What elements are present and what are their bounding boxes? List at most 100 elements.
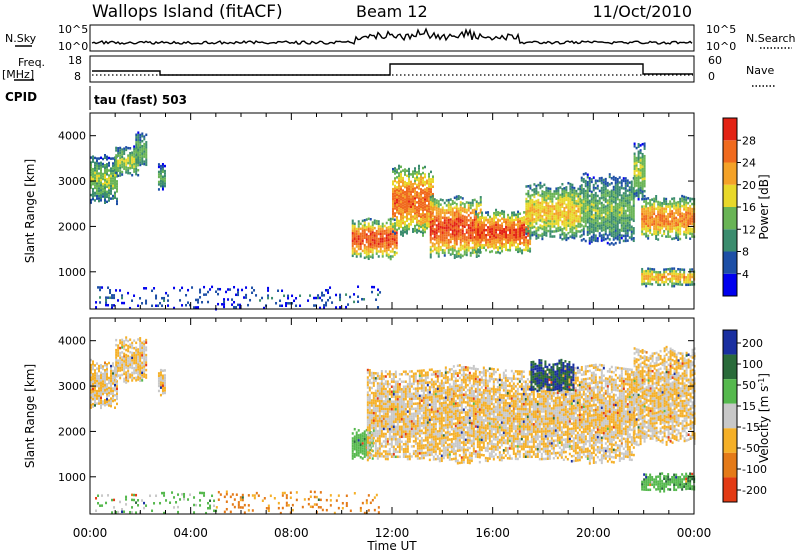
power-echo-cell [549,230,552,233]
power-echo-cell [641,275,644,278]
power-echo-cell [481,238,484,242]
velocity-echo-cell [368,399,371,402]
power-echo-cell [439,218,442,221]
power-echo-cell [429,225,432,229]
power-echo-cell [655,232,658,236]
velocity-echo-cell [386,395,389,398]
power-echo-cell [100,156,102,160]
power-echo-cell [431,214,434,218]
power-echo-cell [135,161,138,164]
velocity-echo-cell [365,441,368,444]
velocity-echo-cell [104,376,106,379]
power-echo-cell [414,214,416,218]
power-echo-cell [626,229,629,232]
power-echo-cell [567,236,570,240]
power-echo-cell [159,172,162,175]
power-echo-cell [541,220,544,223]
power-echo-cell [691,235,694,238]
power-echo-cell [511,231,514,235]
power-echo-cell [671,202,674,206]
power-echo-cell [449,203,452,206]
power-echo-cell [643,225,646,228]
power-echo-cell [391,255,394,258]
power-echo-cell [630,180,633,184]
power-echo-cell [620,181,623,185]
power-echo-cell [161,170,164,174]
power-echo-cell [547,189,550,193]
velocity-echo-cell [374,442,377,445]
velocity-echo-cell [119,364,122,367]
power-echo-cell [598,199,601,203]
power-echo-cell [463,215,466,219]
power-echo-cell [529,197,532,200]
power-echo-cell [431,227,434,230]
power-echo-cell [571,203,574,207]
velocity-echo-cell [359,445,362,449]
velocity-echo-cell [112,379,114,383]
velocity-echo-cell [133,351,136,355]
power-echo-cell [671,212,674,216]
power-echo-cell [582,232,585,236]
velocity-echo-cell [92,402,94,406]
power-echo-cell [387,228,390,232]
power-echo-cell [479,211,482,214]
power-echo-cell [604,185,607,188]
velocity-echo-cell [386,390,389,393]
power-echo-cell [628,203,631,207]
power-echo-cell [675,206,678,210]
power-echo-cell [547,229,550,233]
power-echo-cell [511,226,514,230]
power-echo-cell [375,232,378,235]
velocity-echo-cell [145,341,148,344]
power-echo-cell [412,230,414,233]
power-echo-cell [535,192,538,195]
power-echo-cell [573,231,576,235]
power-echo-cell [543,223,546,227]
power-echo-cell [685,228,688,232]
power-echo-cell [387,256,390,259]
velocity-echo-cell [374,379,377,383]
power-echo-cell [531,216,534,219]
power-echo-cell [691,207,694,211]
velocity-echo-cell [366,383,369,387]
power-echo-cell [608,200,611,204]
power-echo-cell [247,303,250,307]
power-echo-cell [571,208,574,212]
power-echo-cell [606,191,609,195]
velocity-echo-cell [110,404,112,408]
power-echo-cell [391,250,394,253]
power-echo-cell [110,167,112,170]
power-echo-cell [628,223,631,227]
power-echo-cell [531,208,534,212]
power-echo-cell [618,198,621,202]
power-echo-cell [96,172,98,175]
velocity-echo-cell [96,377,98,380]
power-echo-cell [116,187,118,191]
power-echo-cell [377,237,380,241]
power-echo-cell [626,224,629,227]
velocity-echo-cell [108,361,110,365]
power-echo-cell [441,231,444,234]
power-echo-cell [602,226,605,229]
power-echo-cell [673,227,676,230]
velocity-echo-cell [365,428,368,432]
power-echo-cell [471,236,474,240]
power-echo-cell [363,219,366,222]
power-echo-cell [539,216,542,220]
power-echo-cell [608,210,611,214]
power-echo-cell [125,158,128,162]
power-echo-cell [606,199,609,202]
power-echo-cell [588,214,591,218]
power-echo-cell [121,163,124,166]
velocity-echo-cell [353,435,356,438]
power-echo-cell [545,204,548,207]
velocity-echo-cell [386,407,389,411]
velocity-echo-cell [139,357,142,360]
power-echo-cell [410,195,412,199]
power-echo-cell [579,192,582,196]
power-echo-cell [157,163,160,166]
power-echo-cell [135,148,138,152]
power-echo-cell [439,220,442,224]
power-echo-cell [598,207,601,210]
power-echo-cell [685,208,688,212]
